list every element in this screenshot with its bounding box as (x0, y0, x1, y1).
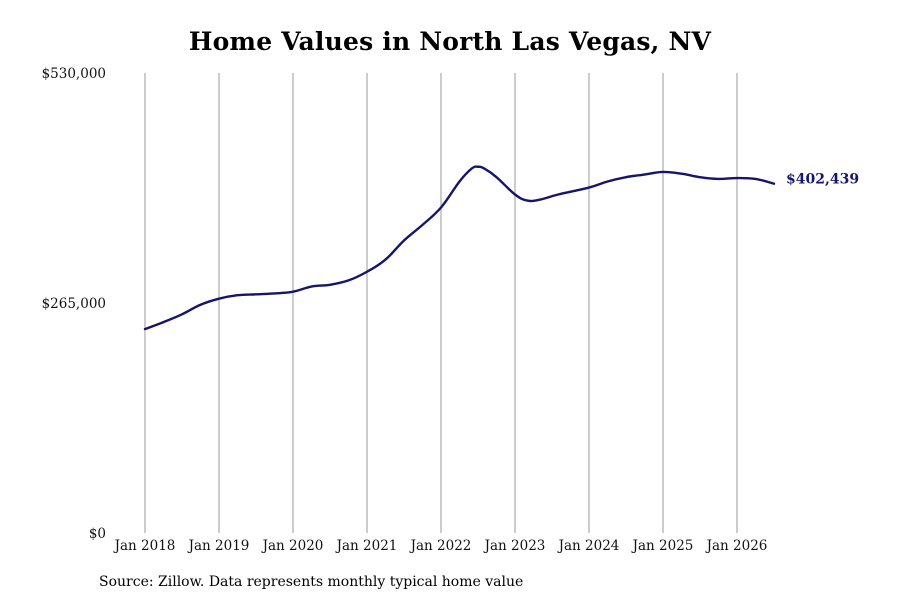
y-tick-label: $0 (89, 526, 106, 542)
grid-lines (144, 73, 738, 533)
end-value-label: $402,439 (786, 172, 859, 188)
x-tick-label: Jan 2020 (261, 538, 324, 554)
source-note: Source: Zillow. Data represents monthly … (99, 574, 524, 590)
chart-title: Home Values in North Las Vegas, NV (188, 27, 712, 56)
x-tick-label: Jan 2026 (705, 538, 768, 554)
x-tick-label: Jan 2019 (187, 538, 250, 554)
y-tick-label: $265,000 (42, 296, 106, 312)
x-tick-label: Jan 2018 (113, 538, 176, 554)
y-axis-ticks: $0 $265,000 $530,000 (42, 66, 106, 542)
series-line (143, 165, 776, 331)
y-tick-label: $530,000 (42, 66, 106, 82)
x-axis-ticks: Jan 2018 Jan 2019 Jan 2020 Jan 2021 Jan 2022… (113, 538, 768, 554)
x-tick-label: Jan 2025 (631, 538, 694, 554)
x-tick-label: Jan 2023 (483, 538, 546, 554)
x-tick-label: Jan 2024 (557, 538, 620, 554)
x-tick-label: Jan 2021 (335, 538, 398, 554)
x-tick-label: Jan 2022 (409, 538, 472, 554)
